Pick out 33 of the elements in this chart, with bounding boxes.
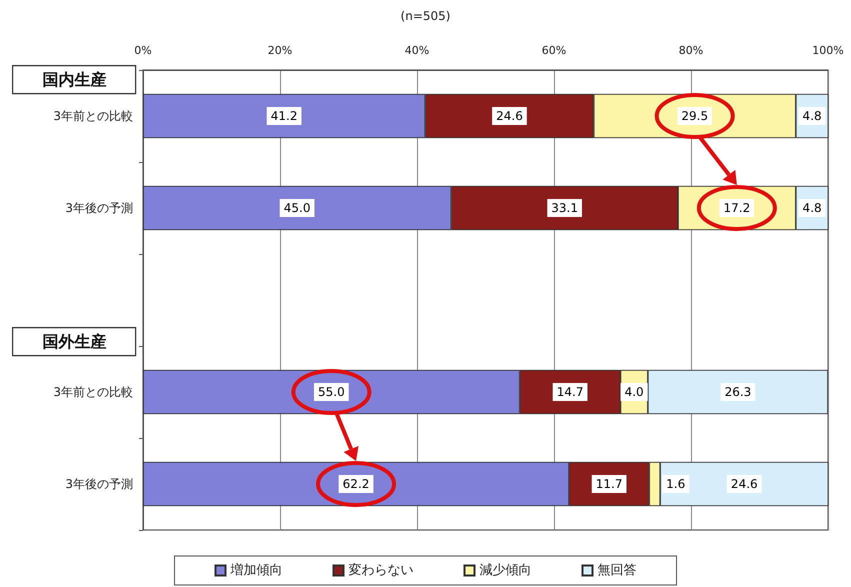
x-tick-label: 100%	[812, 44, 844, 57]
data-label: 11.7	[596, 477, 622, 491]
x-tick-label: 80%	[678, 44, 704, 57]
data-label: 45.0	[284, 201, 310, 215]
x-tick-label: 60%	[542, 44, 566, 57]
data-label: 41.2	[270, 109, 298, 123]
y-tick-label: 3年後の予測	[65, 477, 133, 491]
data-label: 17.2	[724, 201, 750, 215]
legend-label: 無回答	[598, 563, 636, 578]
x-tick-label: 0%	[134, 44, 152, 57]
y-tick-label: 3年前との比較	[53, 109, 133, 123]
x-tick-label: 20%	[268, 44, 292, 57]
data-label: 4.8	[802, 201, 822, 215]
legend-label: 減少傾向	[480, 563, 532, 578]
data-label: 1.6	[666, 477, 686, 491]
data-label: 4.8	[802, 109, 822, 123]
x-tick-label: 40%	[404, 44, 430, 57]
data-label: 14.7	[556, 385, 584, 399]
legend-label: 変わらない	[348, 562, 414, 578]
data-label: 62.2	[342, 477, 370, 491]
text: 国内生産	[42, 70, 107, 90]
data-label: 24.6	[496, 109, 523, 123]
legend-label: 増加傾向	[230, 562, 282, 578]
data-label: 55.0	[318, 385, 345, 399]
y-tick-label: 3年後の予測	[65, 201, 133, 215]
chart-subtitle: (n=505)	[400, 9, 450, 23]
data-label: 24.6	[730, 477, 758, 491]
y-tick-label: 3年前との比較	[53, 385, 133, 399]
data-label: 33.1	[551, 201, 578, 215]
text: 国外生産	[42, 332, 107, 352]
data-label: 4.0	[624, 385, 644, 399]
data-label: 26.3	[724, 385, 752, 399]
data-label: 29.5	[681, 109, 708, 123]
